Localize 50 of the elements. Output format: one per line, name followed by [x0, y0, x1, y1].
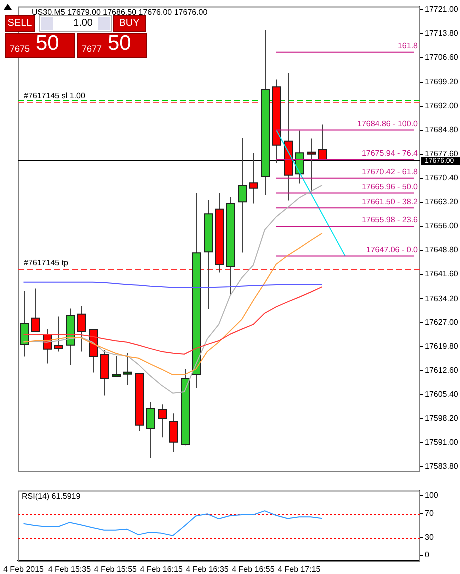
y-tick-label: 17684.80: [425, 126, 459, 135]
y-tick-label: 0: [425, 550, 430, 560]
y-tick-label: 17591.00: [425, 438, 459, 448]
ref-line-label: #7617145 sl 1.00: [24, 92, 86, 101]
y-tick-label: 17619.80: [425, 342, 459, 352]
x-tick-label: 4 Feb 15:35: [48, 565, 92, 574]
y-tick-label: 70: [425, 508, 434, 518]
y-tick-label: 17706.60: [425, 52, 459, 62]
y-tick-label: 17648.80: [425, 246, 459, 255]
y-tick-label: 17663.20: [425, 198, 459, 207]
series-label: 17670.42 - 61.8: [362, 168, 419, 177]
series-label: 17665.96 - 50.0: [362, 182, 419, 192]
y-tick-label: 17677.60: [425, 150, 459, 159]
ref-line-label: #7617145 tp: [24, 258, 70, 268]
y-tick-label: 100: [425, 490, 439, 500]
series-label: 17684.86 - 100.0: [358, 119, 419, 128]
y-tick-label: 17692.00: [425, 102, 459, 111]
y-tick-label: 17605.40: [425, 390, 459, 400]
annotation: 1.00: [74, 18, 93, 29]
annotation: SELL: [8, 18, 32, 29]
chart-title: RSI(14) 61.5919: [22, 492, 82, 502]
x-tick-label: 4 Feb 16:55: [232, 565, 276, 574]
y-tick-label: 17634.20: [425, 294, 459, 304]
y-tick-label: 17721.00: [425, 5, 459, 14]
annotation: BUY: [119, 18, 140, 29]
annotation: 50: [108, 31, 132, 57]
chart-title: US30,M5 17679.00 17686.50 17676.00 17676.00: [32, 8, 208, 18]
x-tick-label: 4 Feb 16:35: [186, 565, 230, 574]
y-tick-label: 17627.00: [425, 318, 459, 328]
series-label: 17655.98 - 23.6: [362, 216, 419, 225]
y-tick-label: 17598.20: [425, 414, 459, 424]
x-tick-label: 4 Feb 15:55: [94, 565, 138, 574]
annotation: 7675: [10, 43, 30, 56]
series-label: 17675.94 - 76.4: [362, 149, 419, 158]
y-tick-label: 17656.00: [425, 222, 459, 231]
series-label: 161.8: [398, 42, 419, 51]
y-tick-label: 17670.40: [425, 174, 459, 183]
x-tick-label: 4 Feb 17:15: [278, 565, 322, 574]
y-tick-label: 30: [425, 532, 434, 542]
x-tick-label: 4 Feb 2015: [4, 565, 45, 574]
y-tick-label: 17713.80: [425, 28, 459, 38]
series-label: 17661.50 - 38.2: [362, 197, 419, 206]
series-label: 17647.06 - 0.0: [366, 245, 419, 254]
y-tick-label: 17699.20: [425, 78, 459, 87]
y-tick-label: 17612.60: [425, 366, 459, 376]
annotation: 50: [36, 31, 60, 57]
y-tick-label: 17583.80: [425, 462, 459, 472]
y-tick-label: 17641.60: [425, 270, 459, 279]
x-tick-label: 4 Feb 16:15: [140, 565, 184, 574]
annotation: 7677: [82, 43, 102, 56]
